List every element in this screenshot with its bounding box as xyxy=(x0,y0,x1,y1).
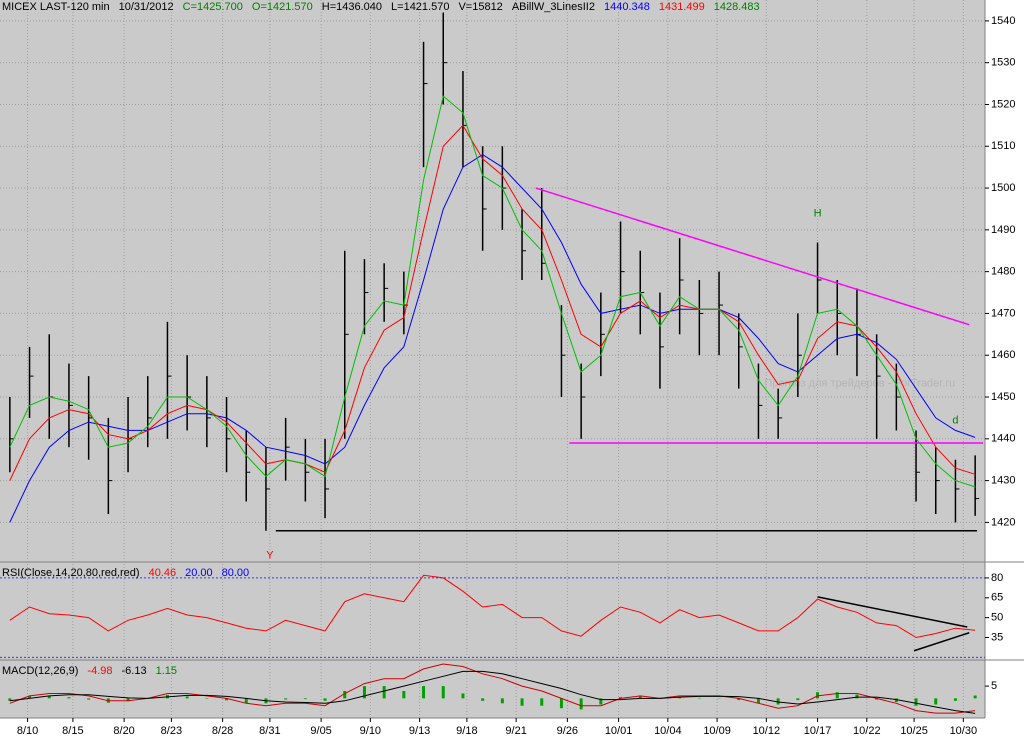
header-item: 80.00 xyxy=(222,567,250,579)
header-item: V=15812 xyxy=(458,1,502,13)
header-item: 1.15 xyxy=(156,665,177,677)
indicator-line xyxy=(9,663,976,714)
indicator-line xyxy=(9,574,976,639)
y-tick-label: 1510 xyxy=(991,140,1015,152)
header-item: RSI(Close,14,20,80,red,red) xyxy=(2,567,140,579)
indicator-line xyxy=(9,124,976,481)
header-item: MICEX LAST-120 min xyxy=(2,1,110,13)
header-item: O=1421.570 xyxy=(252,1,313,13)
trend-line xyxy=(913,632,970,652)
header-item: MACD(12,26,9) xyxy=(2,665,78,677)
annotation: Y xyxy=(266,549,274,561)
x-tick-label: 10/01 xyxy=(605,725,633,737)
x-tick-label: 9/21 xyxy=(505,725,526,737)
header-item: -6.13 xyxy=(122,665,147,677)
x-tick-label: 8/15 xyxy=(62,725,83,737)
x-tick-label: 10/17 xyxy=(804,725,832,737)
y-tick-label: 80 xyxy=(991,572,1003,584)
x-tick-label: 8/20 xyxy=(113,725,134,737)
x-tick-label: 10/09 xyxy=(703,725,731,737)
x-tick-label: 8/31 xyxy=(259,725,280,737)
header-item: 1431.499 xyxy=(659,1,705,13)
y-tick-label: 5 xyxy=(991,680,997,692)
y-tick-label: 1540 xyxy=(991,15,1015,27)
x-tick-label: 8/10 xyxy=(17,725,38,737)
indicator-line xyxy=(9,154,976,523)
y-tick-label: 1520 xyxy=(991,98,1015,110)
header-item: 40.46 xyxy=(149,567,177,579)
indicator-line xyxy=(9,670,976,714)
x-tick-label: 9/10 xyxy=(360,725,381,737)
header-item: 1428.483 xyxy=(714,1,760,13)
y-tick-label: 1440 xyxy=(991,433,1015,445)
x-tick-label: 9/13 xyxy=(409,725,430,737)
y-tick-label: 1490 xyxy=(991,224,1015,236)
x-tick-label: 10/25 xyxy=(900,725,928,737)
y-tick-label: 1470 xyxy=(991,307,1015,319)
y-tick-label: 1450 xyxy=(991,391,1015,403)
header-item: H=1436.040 xyxy=(322,1,382,13)
annotation: d xyxy=(952,414,958,426)
y-tick-label: 1460 xyxy=(991,349,1015,361)
x-tick-label: 8/28 xyxy=(212,725,233,737)
header-item: 1440.348 xyxy=(604,1,650,13)
x-tick-label: 10/12 xyxy=(753,725,781,737)
y-tick-label: 1480 xyxy=(991,266,1015,278)
trend-line xyxy=(535,187,970,326)
x-tick-label: 9/05 xyxy=(310,725,331,737)
header-item: L=1421.570 xyxy=(391,1,449,13)
annotation: Прогноз для трейдеров - ForTrader.ru xyxy=(764,378,955,390)
y-tick-label: 1430 xyxy=(991,475,1015,487)
y-tick-label: 50 xyxy=(991,612,1003,624)
price-axis-area xyxy=(985,0,1024,748)
x-tick-label: 8/23 xyxy=(161,725,182,737)
date-axis-area xyxy=(0,718,985,748)
trend-line xyxy=(817,596,968,628)
x-tick-label: 9/18 xyxy=(456,725,477,737)
y-tick-label: 65 xyxy=(991,592,1003,604)
y-tick-label: 1500 xyxy=(991,182,1015,194)
y-tick-label: 1420 xyxy=(991,516,1015,528)
x-tick-label: 10/22 xyxy=(853,725,881,737)
header-item: 10/31/2012 xyxy=(119,1,174,13)
x-tick-label: 9/26 xyxy=(557,725,578,737)
header-item: 20.00 xyxy=(185,567,213,579)
y-tick-label: 35 xyxy=(991,631,1003,643)
header-item: C=1425.700 xyxy=(183,1,243,13)
y-tick-label: 1530 xyxy=(991,57,1015,69)
header-item: ABillW_3LinesII2 xyxy=(512,1,595,13)
x-tick-label: 10/30 xyxy=(950,725,978,737)
plot-background xyxy=(0,0,985,718)
annotation: H xyxy=(814,207,822,219)
header-item: -4.98 xyxy=(87,665,112,677)
indicator-line xyxy=(9,95,976,488)
x-tick-label: 10/04 xyxy=(654,725,682,737)
